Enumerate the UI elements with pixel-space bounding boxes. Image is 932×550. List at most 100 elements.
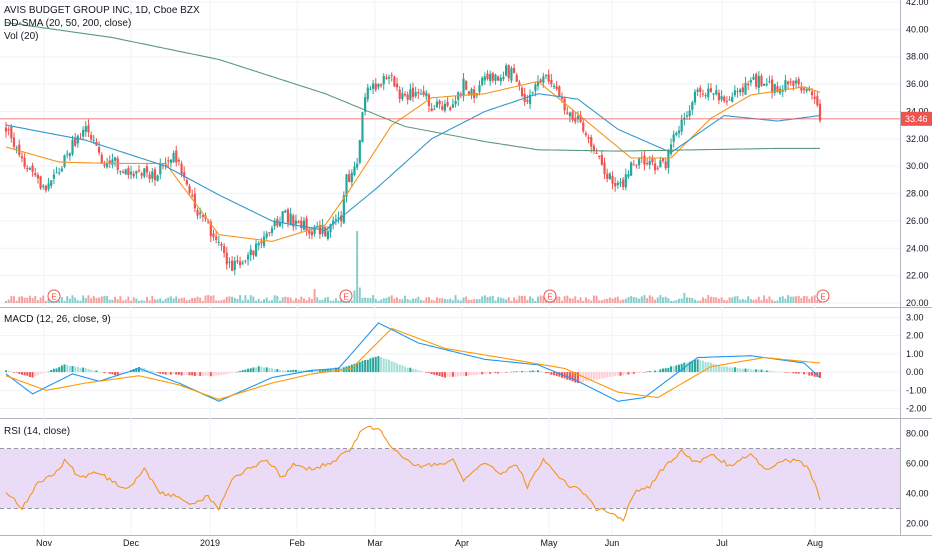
macd-histogram-bar — [119, 372, 122, 375]
volume-bar — [539, 295, 542, 303]
time-tick-label: May — [540, 538, 558, 548]
candle-body — [592, 145, 595, 151]
volume-bar — [744, 299, 747, 303]
last-price-badge — [901, 111, 932, 126]
macd-histogram-bar — [71, 366, 74, 373]
candle-body — [4, 127, 8, 132]
macd-histogram-bar — [419, 370, 422, 373]
volume-bar — [100, 296, 103, 303]
candle-body — [374, 83, 377, 90]
candle-body — [238, 261, 242, 266]
volume-bar — [600, 300, 603, 303]
candle-body — [717, 92, 721, 101]
candle-body — [20, 156, 24, 159]
volume-bar — [747, 296, 750, 303]
candle-body — [757, 76, 760, 88]
candle-body — [145, 166, 149, 173]
macd-histogram-bar — [499, 372, 502, 373]
volume-bar — [196, 296, 199, 303]
volume-bar — [404, 295, 407, 303]
volume-bar — [385, 297, 388, 303]
volume-bar — [231, 296, 234, 303]
candle-body — [183, 172, 186, 178]
candle-body — [467, 91, 470, 94]
macd-histogram-bar — [441, 372, 444, 377]
macd-histogram-bar — [196, 372, 199, 376]
candle-body — [129, 171, 133, 175]
candle-body — [536, 81, 540, 86]
macd-histogram-bar — [537, 370, 540, 373]
volume-bar — [58, 300, 61, 303]
candle-body — [595, 152, 598, 154]
macd-histogram-bar — [169, 372, 172, 375]
volume-bar — [92, 296, 95, 303]
volume-bar — [494, 300, 497, 303]
candle-body — [781, 90, 784, 92]
volume-bar — [470, 299, 473, 303]
macd-histogram-bar — [220, 372, 223, 375]
candle-body — [167, 160, 170, 162]
rsi-tick-label: 20.00 — [906, 519, 929, 529]
macd-histogram-bar — [462, 372, 465, 376]
macd-histogram-bar — [188, 372, 191, 376]
volume-bar — [576, 300, 579, 303]
macd-histogram-bar — [688, 361, 691, 373]
macd-histogram-bar — [497, 372, 500, 374]
macd-histogram-bar — [781, 371, 784, 373]
macd-histogram-bar — [63, 364, 66, 373]
candle-body — [169, 159, 173, 163]
candle-body — [36, 174, 40, 179]
candle-body — [486, 73, 489, 79]
candle-body — [71, 139, 74, 155]
macd-histogram-bar — [701, 360, 704, 373]
time-tick-label: Apr — [455, 538, 469, 548]
volume-bar — [316, 297, 319, 303]
volume-bar — [233, 297, 236, 303]
candle-body — [82, 129, 85, 137]
volume-legend: Vol (20) — [4, 31, 39, 42]
macd-histogram-bar — [678, 364, 681, 373]
macd-histogram-bar — [92, 370, 95, 373]
candle-body — [87, 125, 90, 133]
time-tick-label: Nov — [36, 538, 53, 548]
candle-body — [701, 93, 705, 95]
volume-bar — [574, 296, 577, 303]
macd-histogram-bar — [321, 369, 324, 373]
candle-body — [805, 89, 808, 92]
volume-bar — [278, 300, 281, 303]
macd-histogram-bar — [255, 367, 258, 373]
volume-bar — [784, 298, 787, 303]
candle-body — [342, 195, 345, 223]
candle-body — [430, 108, 433, 112]
volume-bar — [427, 297, 430, 303]
macd-histogram-bar — [241, 370, 244, 373]
volume-bar — [401, 299, 404, 303]
macd-histogram-bar — [648, 370, 651, 373]
macd-histogram-bar — [223, 372, 226, 375]
volume-bar — [664, 296, 667, 303]
candle-body — [664, 161, 667, 169]
volume-bar — [752, 299, 755, 303]
candle-body — [326, 231, 329, 239]
candle-body — [60, 168, 63, 172]
candle-body — [286, 209, 290, 223]
volume-bar — [659, 295, 662, 303]
volume-bar — [792, 296, 795, 303]
volume-bar — [608, 297, 611, 303]
sma-legend: DD-SMA (20, 50, 200, close) — [4, 18, 132, 29]
macd-histogram-bar — [494, 372, 497, 374]
macd-histogram-bar — [518, 371, 521, 373]
candle-body — [630, 162, 633, 176]
volume-bar — [529, 296, 532, 303]
macd-histogram-bar — [526, 371, 529, 373]
macd-tick-label: -2.00 — [906, 404, 927, 414]
macd-histogram-bar — [680, 363, 683, 373]
volume-bar — [145, 296, 148, 303]
volume-bar — [787, 295, 790, 303]
volume-bar — [249, 295, 252, 303]
volume-bar — [180, 297, 183, 303]
candle-body — [377, 83, 380, 88]
volume-bar — [598, 300, 601, 303]
candle-body — [590, 137, 593, 147]
